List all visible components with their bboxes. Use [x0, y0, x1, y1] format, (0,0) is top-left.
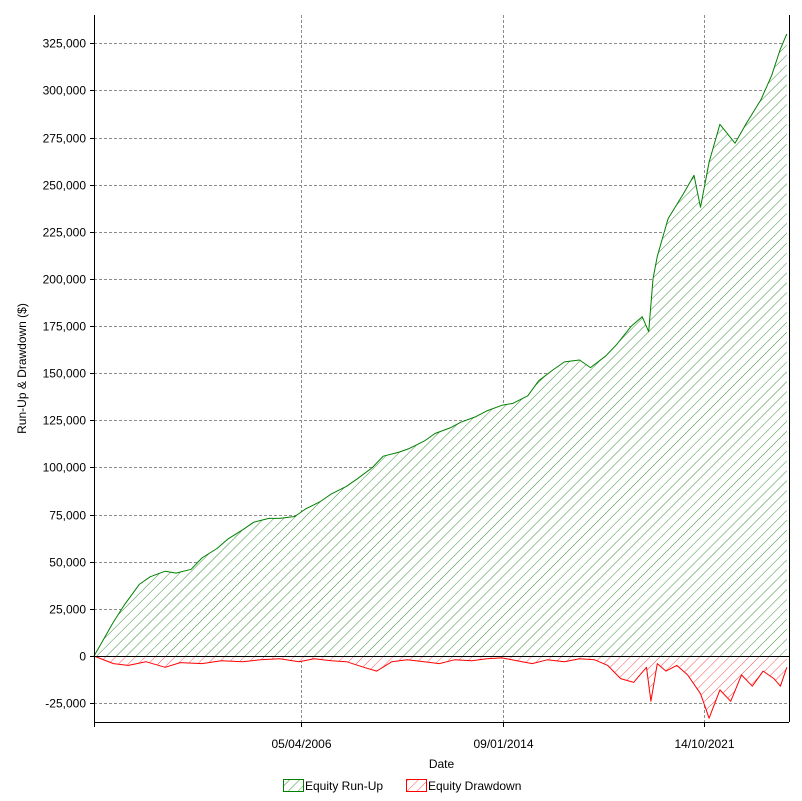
x-axis-title: Date: [429, 757, 455, 771]
y-tick-label: 175,000: [43, 320, 87, 334]
y-tick-label: 200,000: [43, 273, 87, 287]
legend: Equity Run-Up Equity Drawdown: [283, 779, 521, 793]
x-tick-label: 05/04/2006: [271, 737, 331, 751]
y-tick-label: 25,000: [49, 603, 86, 617]
y-tick-label: 100,000: [43, 461, 87, 475]
legend-label: Equity Run-Up: [305, 779, 383, 793]
y-tick-label: 150,000: [43, 367, 87, 381]
y-tick-label: 325,000: [43, 37, 87, 51]
x-tick-label: 09/01/2014: [473, 737, 533, 751]
equity-drawdown-line: [93, 655, 788, 719]
y-tick-label: 225,000: [43, 226, 87, 240]
y-tick-label: -25,000: [45, 697, 86, 711]
axes: 325,000 300,000 275,000 250,000 225,000 200,0…: [43, 15, 790, 751]
y-tick-label: 75,000: [49, 509, 86, 523]
y-tick-label: 50,000: [49, 556, 86, 570]
y-tick-label: 300,000: [43, 84, 87, 98]
y-tick-label: 250,000: [43, 179, 87, 193]
equity-drawdown-area: [94, 656, 787, 719]
legend-item-equity-drawdown: Equity Drawdown: [406, 779, 521, 793]
equity-run-up-line: [93, 33, 788, 657]
x-tick-label: 14/10/2021: [674, 737, 734, 751]
y-tick-label: 0: [79, 650, 86, 664]
y-tick-label: 275,000: [43, 132, 87, 146]
legend-swatch: [406, 779, 427, 792]
legend-item-equity-run-up: Equity Run-Up: [283, 779, 383, 793]
y-tick-label: 125,000: [43, 414, 87, 428]
equity-run-up-area: [94, 33, 787, 656]
legend-swatch: [283, 779, 304, 792]
series-layer: [93, 33, 789, 719]
legend-label: Equity Drawdown: [428, 779, 521, 793]
y-axis-title: Run-Up & Drawdown ($): [15, 303, 29, 434]
